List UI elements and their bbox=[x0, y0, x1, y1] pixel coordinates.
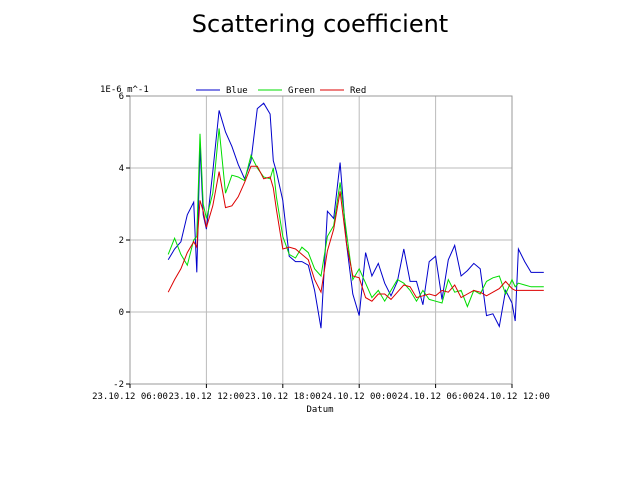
x-tick-label: 23.10.12 12:00 bbox=[168, 392, 244, 402]
series-line-red bbox=[167, 165, 544, 302]
legend-label-red: Red bbox=[350, 86, 366, 96]
series-line-green bbox=[167, 128, 544, 308]
legend-label-blue: Blue bbox=[226, 86, 248, 96]
grid-layer bbox=[130, 95, 512, 385]
x-tick-label: 24.10.12 12:00 bbox=[474, 392, 550, 402]
y-axis-label: 1E-6 m^-1 bbox=[100, 85, 149, 95]
y-tick-label: -2 bbox=[113, 380, 124, 390]
legend-label-green: Green bbox=[288, 86, 315, 96]
series-layer bbox=[167, 102, 544, 329]
legend: Blue Green Red bbox=[196, 86, 366, 96]
y-tick-label: 6 bbox=[119, 92, 124, 102]
x-axis-label: Datum bbox=[306, 405, 333, 415]
y-tick-label: 4 bbox=[119, 164, 124, 174]
y-tick-label: 0 bbox=[119, 308, 124, 318]
y-tick-label: 2 bbox=[119, 236, 124, 246]
x-tick-label: 24.10.12 06:00 bbox=[398, 392, 474, 402]
x-tick-label: 23.10.12 06:00 bbox=[92, 392, 168, 402]
series-line-blue bbox=[167, 102, 544, 329]
x-tick-label: 23.10.12 18:00 bbox=[245, 392, 321, 402]
axis-layer: -2 0 2 4 6 23.10.12 06:00 23.10.12 12:00 23.10.… bbox=[92, 92, 550, 402]
chart-title: Scattering coefficient bbox=[192, 10, 448, 38]
x-tick-label: 24.10.12 00:00 bbox=[321, 392, 397, 402]
